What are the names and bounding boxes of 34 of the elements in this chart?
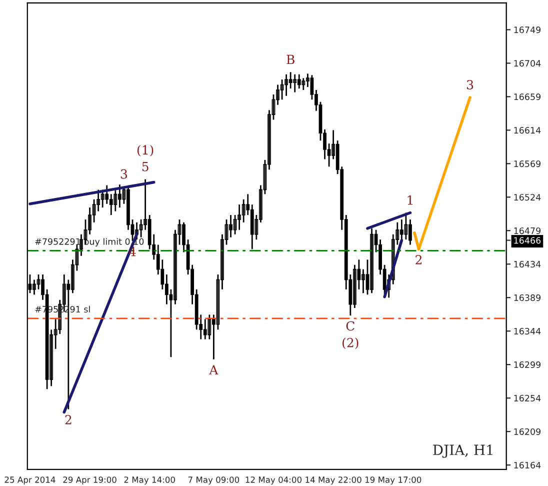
y-tick-label: 16344 — [514, 328, 541, 335]
x-tick-label: 12 May 04:00 — [246, 476, 302, 484]
x-tick-label: 25 Apr 2014 — [4, 476, 56, 484]
annotation: 5 — [142, 162, 148, 172]
annotation: DJIA, H1 — [433, 444, 492, 458]
annotation: (1) — [137, 144, 154, 156]
annotation: B — [286, 54, 294, 64]
y-tick-label: 16389 — [514, 294, 541, 302]
y-tick-label: 16479 — [514, 227, 541, 234]
y-tick-label: 16569 — [514, 160, 541, 168]
annotation: A — [209, 365, 218, 374]
y-tick-label: 16164 — [514, 462, 541, 468]
y-tick-label: 16434 — [514, 260, 541, 268]
x-tick-label: 29 Apr 19:00 — [63, 476, 116, 484]
y-tick-label: 16299 — [514, 361, 541, 368]
y-tick-label: 16466 — [514, 237, 541, 244]
annotation: 2 — [416, 254, 422, 264]
x-tick-label: 2 May 14:00 — [124, 476, 175, 484]
annotation: 3 — [467, 80, 474, 90]
y-tick-label: 16254 — [514, 394, 541, 402]
y-tick-label: 16209 — [514, 428, 541, 435]
annotation: 1 — [408, 195, 412, 205]
y-tick-label: 16659 — [514, 94, 541, 100]
x-tick-label: 14 May 22:00 — [306, 476, 362, 484]
x-tick-label: 7 May 09:00 — [188, 476, 240, 484]
annotation: C — [346, 321, 354, 331]
x-tick-label: 19 May 17:00 — [365, 476, 422, 484]
annotation: 2 — [65, 414, 72, 424]
annotation: 3 — [120, 169, 128, 179]
y-tick-label: 16524 — [514, 194, 541, 201]
y-tick-label: 16749 — [514, 26, 541, 34]
y-tick-label: 16704 — [514, 60, 541, 67]
y-tick-label: 16614 — [514, 126, 541, 134]
annotation: (2) — [342, 338, 358, 350]
